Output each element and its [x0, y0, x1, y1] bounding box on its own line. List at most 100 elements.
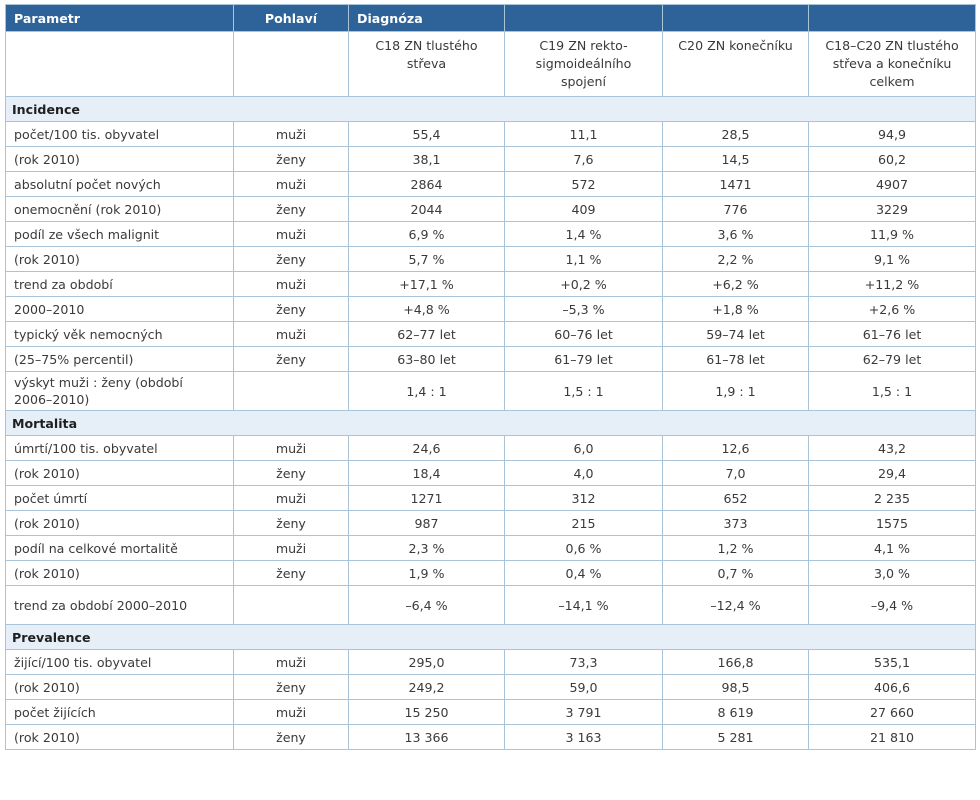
value-cell: 24,6	[348, 435, 505, 461]
param-cell: podíl na celkové mortalitě	[5, 535, 234, 561]
empty-cell	[5, 31, 234, 97]
value-cell: 3 163	[504, 724, 663, 750]
value-cell: 61–79 let	[504, 346, 663, 372]
sex-cell: ženy	[233, 674, 349, 700]
value-cell: +0,2 %	[504, 271, 663, 297]
header-row: Parametr Pohlaví Diagnóza	[5, 4, 976, 32]
table-row: podíl ze všech malignit muži 6,9 % 1,4 % 3,6…	[5, 221, 976, 247]
value-cell: 62–79 let	[808, 346, 976, 372]
value-cell: 4,1 %	[808, 535, 976, 561]
table-row: (rok 2010) ženy 13 366 3 163 5 281 21 810	[5, 724, 976, 750]
param-cell: absolutní počet nových	[5, 171, 234, 197]
sex-cell: ženy	[233, 196, 349, 222]
value-cell: 6,9 %	[348, 221, 505, 247]
header-empty	[662, 4, 809, 32]
header-diagnosis: Diagnóza	[348, 4, 505, 32]
value-cell: +6,2 %	[662, 271, 809, 297]
sex-cell: ženy	[233, 510, 349, 536]
value-cell: 60,2	[808, 146, 976, 172]
table-row: (rok 2010) ženy 1,9 % 0,4 % 0,7 % 3,0 %	[5, 560, 976, 586]
value-cell: 215	[504, 510, 663, 536]
param-cell: úmrtí/100 tis. obyvatel	[5, 435, 234, 461]
value-cell: +17,1 %	[348, 271, 505, 297]
param-cell: (rok 2010)	[5, 510, 234, 536]
table-row: žijící/100 tis. obyvatel muži 295,0 73,3 166…	[5, 649, 976, 675]
sex-cell: muži	[233, 535, 349, 561]
value-cell: 5 281	[662, 724, 809, 750]
value-cell: 0,6 %	[504, 535, 663, 561]
table-row: (25–75% percentil) ženy 63–80 let 61–79 let…	[5, 346, 976, 372]
sex-cell	[233, 585, 349, 625]
value-cell: 94,9	[808, 121, 976, 147]
value-cell: 1271	[348, 485, 505, 511]
section-row: Incidence	[5, 96, 976, 122]
diagnosis-c18: C18 ZN tlustého střeva	[348, 31, 505, 97]
sex-cell: ženy	[233, 296, 349, 322]
sex-cell: ženy	[233, 146, 349, 172]
table-row: (rok 2010) ženy 249,2 59,0 98,5 406,6	[5, 674, 976, 700]
value-cell: 3229	[808, 196, 976, 222]
value-cell: 1,5 : 1	[808, 371, 976, 411]
table-row: typický věk nemocných muži 62–77 let 60–76 …	[5, 321, 976, 347]
value-cell: 43,2	[808, 435, 976, 461]
value-cell: 61–76 let	[808, 321, 976, 347]
value-cell: 166,8	[662, 649, 809, 675]
value-cell: 2044	[348, 196, 505, 222]
value-cell: 312	[504, 485, 663, 511]
table-row: trend za období 2000–2010 –6,4 % –14,1 % –1…	[5, 585, 976, 625]
value-cell: 55,4	[348, 121, 505, 147]
value-cell: 3,0 %	[808, 560, 976, 586]
value-cell: 535,1	[808, 649, 976, 675]
sex-cell: muži	[233, 485, 349, 511]
table-row: úmrtí/100 tis. obyvatel muži 24,6 6,0 12,6 43…	[5, 435, 976, 461]
param-cell: typický věk nemocných	[5, 321, 234, 347]
table-row: počet úmrtí muži 1271 312 652 2 235	[5, 485, 976, 511]
value-cell: 4907	[808, 171, 976, 197]
value-cell: 14,5	[662, 146, 809, 172]
value-cell: 2864	[348, 171, 505, 197]
value-cell: 21 810	[808, 724, 976, 750]
param-cell: počet/100 tis. obyvatel	[5, 121, 234, 147]
value-cell: 1471	[662, 171, 809, 197]
header-param: Parametr	[5, 4, 234, 32]
value-cell: 3,6 %	[662, 221, 809, 247]
value-cell: 11,1	[504, 121, 663, 147]
value-cell: 7,6	[504, 146, 663, 172]
table-row: (rok 2010) ženy 5,7 % 1,1 % 2,2 % 9,1 %	[5, 246, 976, 272]
table-row: počet žijících muži 15 250 3 791 8 619 27 660	[5, 699, 976, 725]
value-cell: 18,4	[348, 460, 505, 486]
data-table: Parametr Pohlaví Diagnóza C18 ZN tlustéh…	[5, 4, 976, 750]
value-cell: 62–77 let	[348, 321, 505, 347]
value-cell: +1,8 %	[662, 296, 809, 322]
table-row: výskyt muži : ženy (období 2006–2010) 1,4…	[5, 371, 976, 411]
header-empty	[808, 4, 976, 32]
value-cell: 38,1	[348, 146, 505, 172]
param-cell: (rok 2010)	[5, 246, 234, 272]
value-cell: 1,4 : 1	[348, 371, 505, 411]
value-cell: 9,1 %	[808, 246, 976, 272]
value-cell: 98,5	[662, 674, 809, 700]
value-cell: 406,6	[808, 674, 976, 700]
sex-cell: muži	[233, 121, 349, 147]
value-cell: 13 366	[348, 724, 505, 750]
value-cell: 5,7 %	[348, 246, 505, 272]
section-title: Incidence	[5, 96, 976, 122]
value-cell: 1,1 %	[504, 246, 663, 272]
header-sex: Pohlaví	[233, 4, 349, 32]
table-row: 2000–2010 ženy +4,8 % –5,3 % +1,8 % +2,6 %	[5, 296, 976, 322]
value-cell: 0,7 %	[662, 560, 809, 586]
section-title: Prevalence	[5, 624, 976, 650]
value-cell: –12,4 %	[662, 585, 809, 625]
table-row: (rok 2010) ženy 38,1 7,6 14,5 60,2	[5, 146, 976, 172]
sex-cell: ženy	[233, 460, 349, 486]
sex-cell: muži	[233, 321, 349, 347]
value-cell: –5,3 %	[504, 296, 663, 322]
param-cell: počet úmrtí	[5, 485, 234, 511]
section-row: Prevalence	[5, 624, 976, 650]
table-header: Parametr Pohlaví Diagnóza	[5, 4, 976, 32]
table-row: počet/100 tis. obyvatel muži 55,4 11,1 28,5 9…	[5, 121, 976, 147]
value-cell: 28,5	[662, 121, 809, 147]
table-body: C18 ZN tlustého střeva C19 ZN rekto-sigm…	[5, 31, 976, 750]
sex-cell: ženy	[233, 246, 349, 272]
value-cell: 249,2	[348, 674, 505, 700]
